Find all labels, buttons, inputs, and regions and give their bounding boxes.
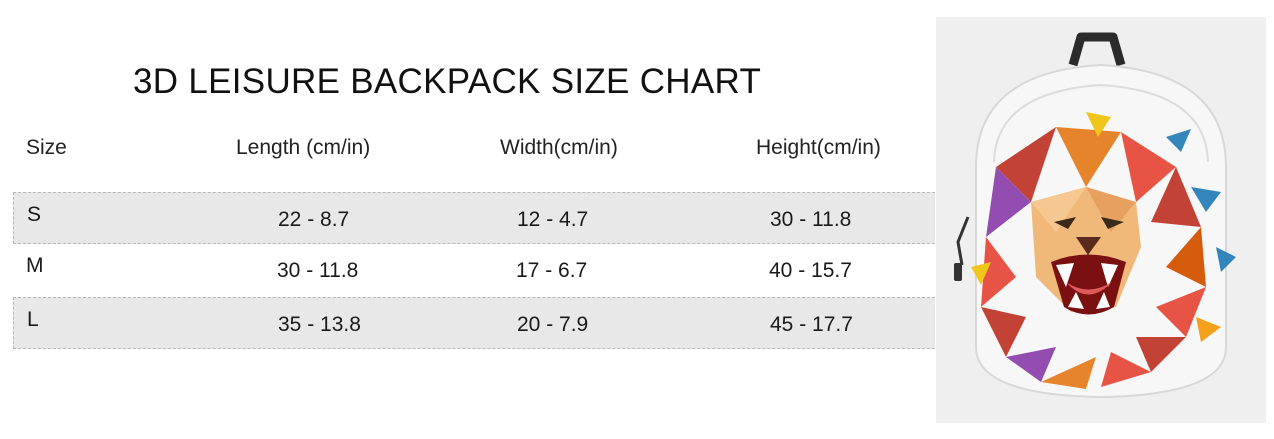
- cell-height: 45 - 17.7: [770, 313, 853, 336]
- page-title: 3D LEISURE BACKPACK SIZE CHART: [133, 62, 762, 101]
- cell-size: M: [26, 254, 44, 277]
- cell-height: 40 - 15.7: [769, 259, 852, 282]
- cell-width: 17 - 6.7: [516, 259, 588, 282]
- header-size: Size: [26, 136, 67, 159]
- cell-width: 20 - 7.9: [517, 313, 589, 336]
- cell-width: 12 - 4.7: [517, 208, 589, 231]
- header-length: Length (cm/in): [236, 136, 371, 159]
- table-row-m: M 30 - 11.8 17 - 6.7 40 - 15.7: [13, 244, 935, 296]
- cell-size: L: [27, 308, 39, 331]
- cell-length: 30 - 11.8: [277, 259, 359, 282]
- table-row-s: S 22 - 8.7 12 - 4.7 30 - 11.8: [13, 192, 935, 244]
- cell-height: 30 - 11.8: [770, 208, 852, 231]
- backpack-lion-icon: [954, 32, 1236, 399]
- header-width: Width(cm/in): [500, 136, 618, 159]
- product-image: [936, 17, 1266, 423]
- cell-length: 35 - 13.8: [278, 313, 361, 336]
- cell-length: 22 - 8.7: [278, 208, 350, 231]
- table-row-l: L 35 - 13.8 20 - 7.9 45 - 17.7: [13, 297, 935, 349]
- header-height: Height(cm/in): [756, 136, 881, 159]
- cell-size: S: [27, 203, 42, 226]
